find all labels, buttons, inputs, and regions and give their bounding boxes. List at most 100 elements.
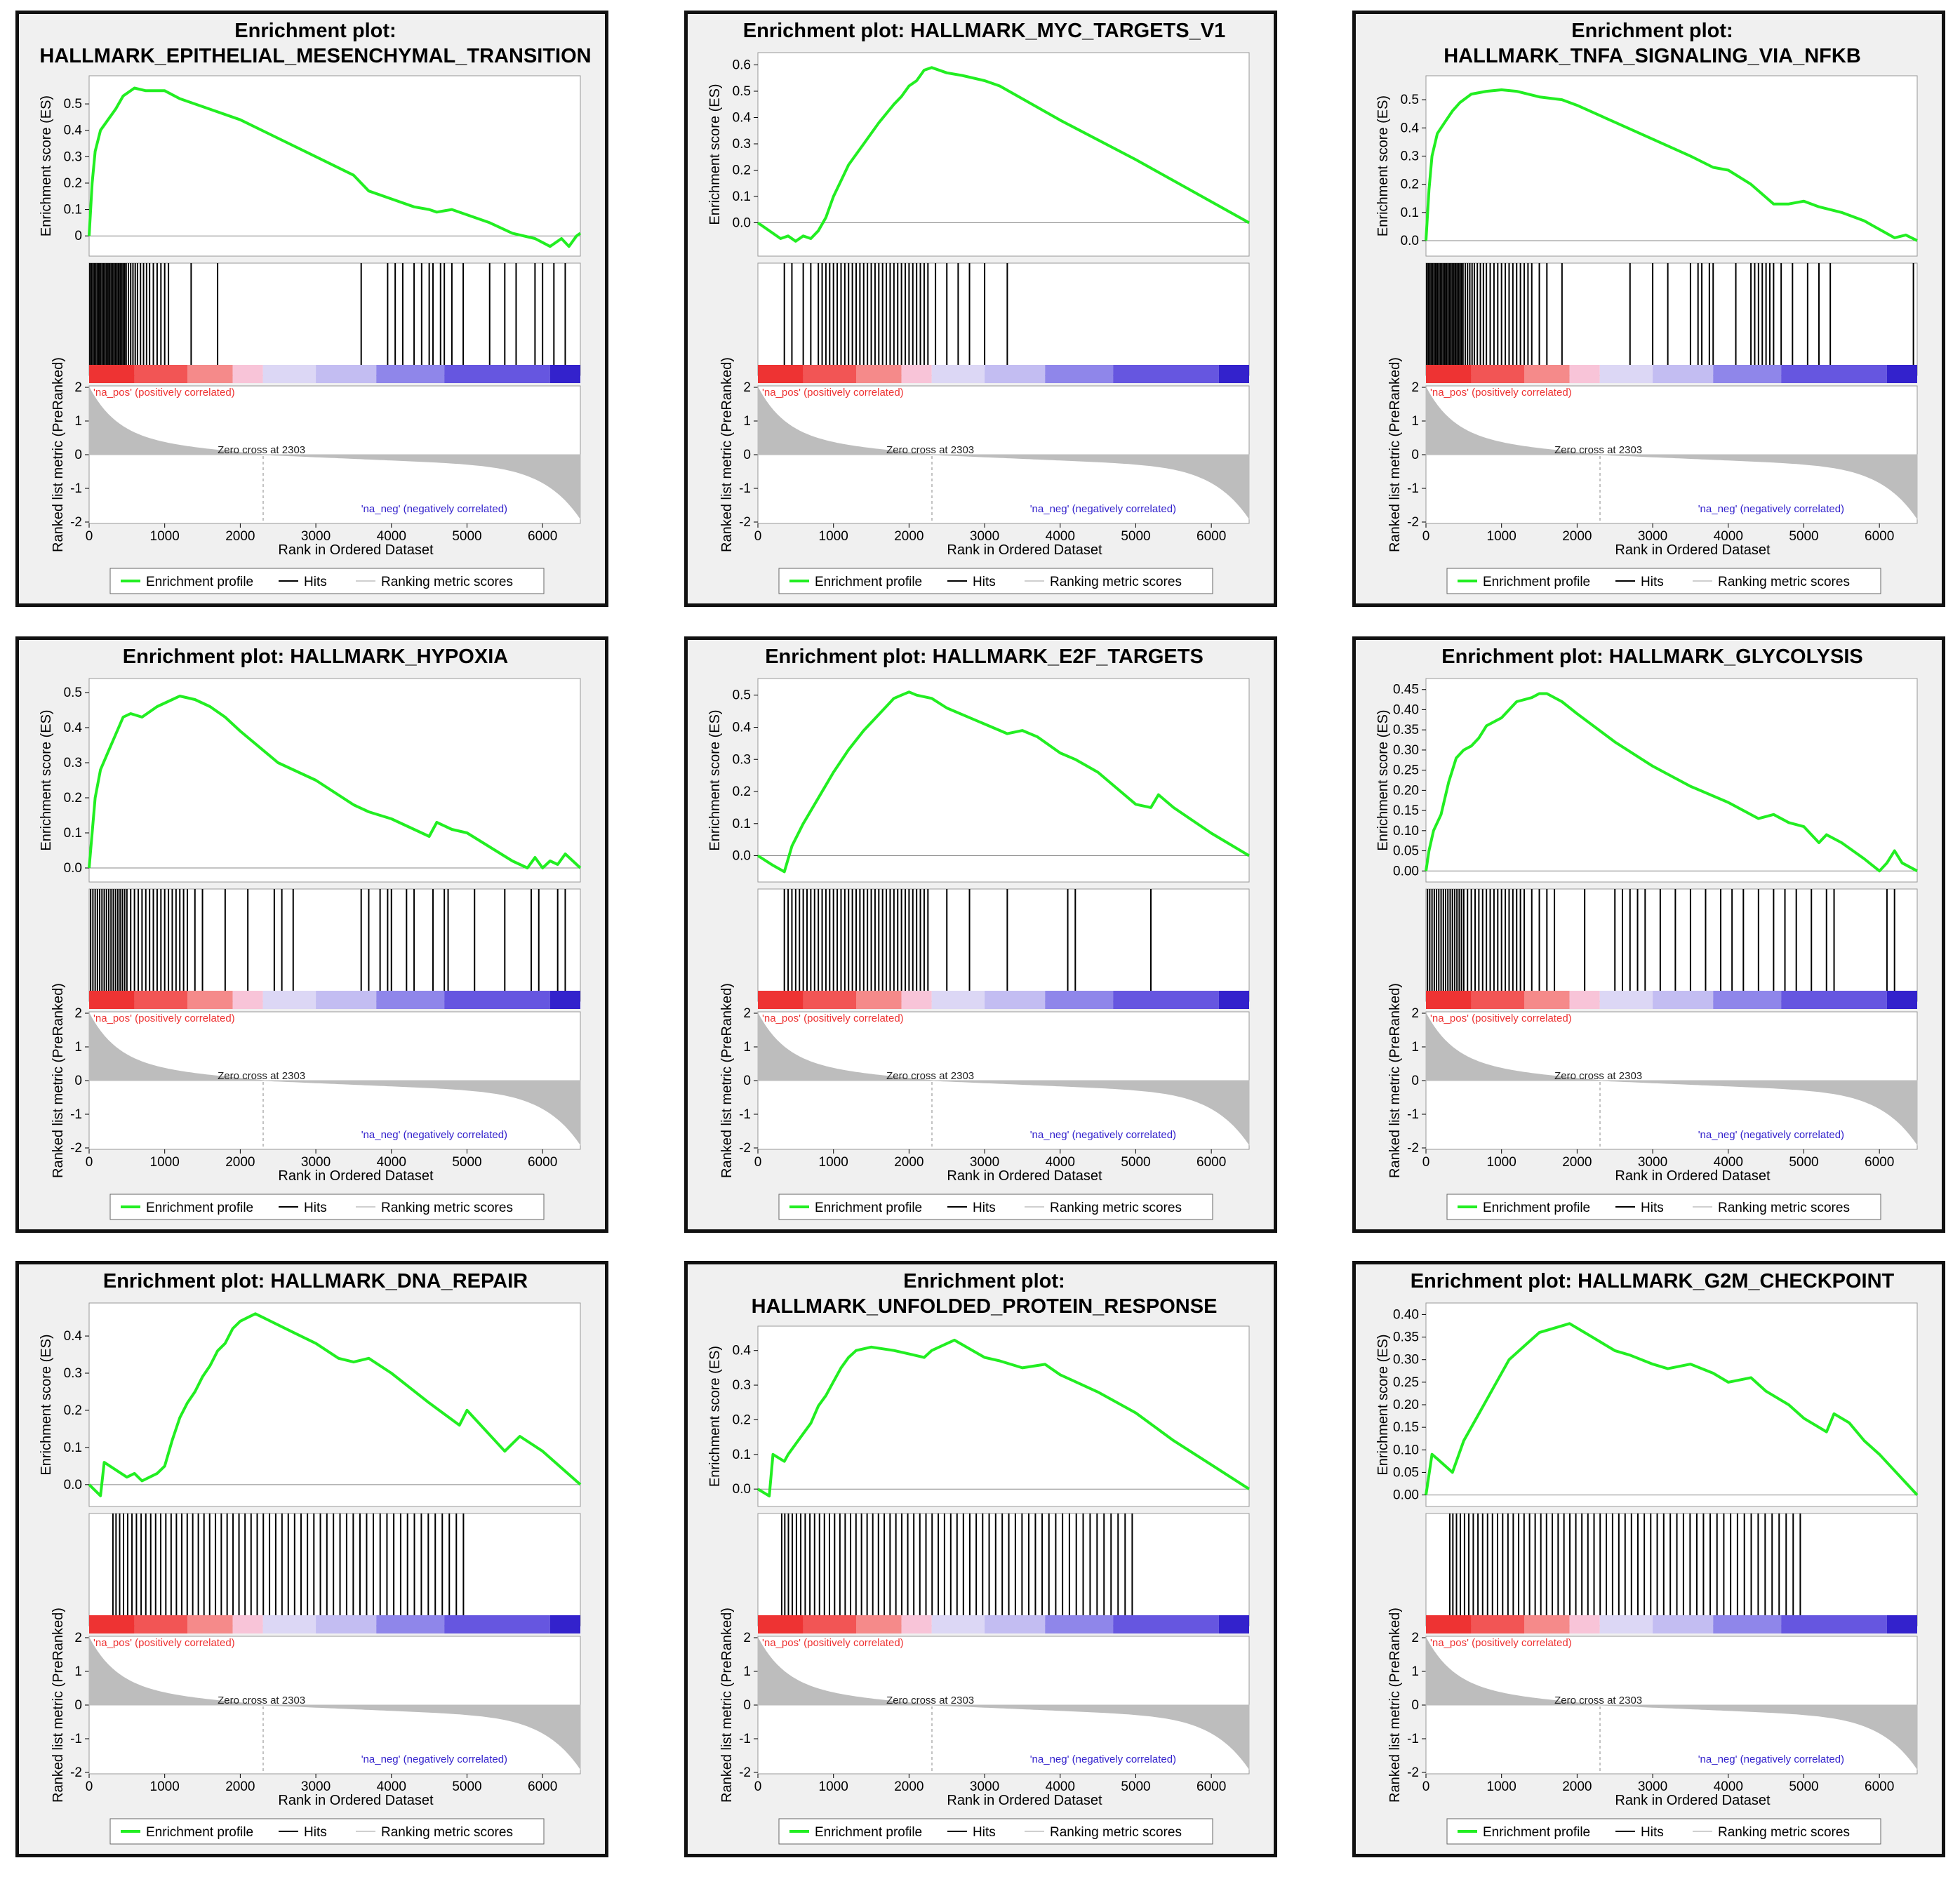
metric-tick-label: -1 xyxy=(739,1732,751,1746)
x-tick-label: 1000 xyxy=(1487,1155,1516,1170)
legend-label: Ranking metric scores xyxy=(1718,1825,1850,1840)
y-tick-label: 0.4 xyxy=(64,1329,83,1344)
y-tick-label: 0.2 xyxy=(733,784,751,799)
hits-area xyxy=(757,1513,1250,1626)
metric-tick-label: 0 xyxy=(743,1074,751,1088)
y-tick-label: 0.1 xyxy=(64,826,82,841)
enrichment-plot-panel: Enrichment plot: HALLMARK_G2M_CHECKPOINT… xyxy=(1352,1261,1945,1857)
x-tick-label: 1000 xyxy=(819,1779,848,1794)
negative-label: 'na_neg' (negatively correlated) xyxy=(1698,1753,1844,1765)
rank-color-segment xyxy=(444,991,550,1009)
x-tick-label: 3000 xyxy=(1638,1779,1667,1794)
legend-label: Ranking metric scores xyxy=(381,575,513,589)
rank-color-segment xyxy=(1471,1615,1524,1633)
y-tick-label: 0.5 xyxy=(733,688,751,703)
enrichment-profile-line xyxy=(756,690,1251,874)
rank-color-segment xyxy=(1426,365,1472,383)
es-axis-label: Enrichment score (ES) xyxy=(707,1346,723,1487)
y-tick-label: 0.25 xyxy=(1393,1375,1419,1390)
enrichment-plot-panel: Enrichment plot: HALLMARK_E2F_TARGETS 0.0… xyxy=(684,636,1277,1233)
hits-area xyxy=(1425,1513,1918,1626)
x-tick-label: 6000 xyxy=(1865,1155,1894,1170)
es-plot-area xyxy=(88,678,581,883)
x-tick-label: 2000 xyxy=(894,1779,924,1794)
rank-color-segment xyxy=(316,991,377,1009)
metric-tick-label: 1 xyxy=(1411,1664,1419,1679)
es-axis-label: Enrichment score (ES) xyxy=(39,1334,54,1475)
enrichment-plot-svg: Enrichment plot: HALLMARK_EPITHELIAL_MESE… xyxy=(39,20,592,594)
metric-tick-label: -2 xyxy=(739,1765,751,1780)
y-tick-label: 0.3 xyxy=(1401,149,1419,163)
y-tick-label: 0.3 xyxy=(64,756,82,770)
x-tick-label: 4000 xyxy=(377,1155,406,1170)
metric-tick-label: -2 xyxy=(739,1141,751,1156)
y-tick-label: 0.30 xyxy=(1393,1353,1419,1368)
x-tick-label: 1000 xyxy=(1487,529,1516,544)
rank-color-segment xyxy=(1524,365,1570,383)
hits-area xyxy=(88,262,581,376)
negative-label: 'na_neg' (negatively correlated) xyxy=(1030,503,1176,515)
x-tick-label: 5000 xyxy=(1789,529,1818,544)
legend-label: Enrichment profile xyxy=(146,1201,253,1215)
rank-color-segment xyxy=(1713,991,1782,1009)
x-tick-label: 0 xyxy=(1422,529,1430,544)
metric-tick-label: 2 xyxy=(1411,380,1419,395)
y-tick-label: 0.4 xyxy=(733,1344,752,1358)
zero-cross-label: Zero cross at 2303 xyxy=(218,1070,305,1082)
x-tick-label: 1000 xyxy=(819,1155,848,1170)
x-tick-label: 3000 xyxy=(970,529,999,544)
es-axis-label: Enrichment score (ES) xyxy=(707,83,723,225)
legend-label: Enrichment profile xyxy=(1483,1201,1590,1215)
y-tick-label: 0.5 xyxy=(1401,93,1419,107)
metric-tick-label: 0 xyxy=(1411,1698,1419,1713)
rank-color-segment xyxy=(1713,365,1782,383)
metric-tick-label: 1 xyxy=(743,1664,751,1679)
rank-color-segment xyxy=(931,365,985,383)
metric-tick-label: 0 xyxy=(74,1698,82,1713)
legend-label: Hits xyxy=(973,575,996,589)
legend-box xyxy=(109,568,545,594)
metric-tick-label: -1 xyxy=(70,1107,82,1122)
y-tick-label: 0.4 xyxy=(64,123,83,138)
y-tick-label: 0.0 xyxy=(733,216,751,231)
ranking-metric-area xyxy=(88,1012,581,1146)
enrichment-plot-panel: Enrichment plot: HALLMARK_TNFA_SIGNALING_… xyxy=(1352,11,1945,607)
y-tick-label: 0.40 xyxy=(1393,702,1419,717)
y-tick-label: 0.40 xyxy=(1393,1307,1419,1322)
metric-tick-label: 1 xyxy=(743,414,751,429)
plot-title: HALLMARK_TNFA_SIGNALING_VIA_NFKB xyxy=(1444,45,1861,67)
metric-tick-label: 0 xyxy=(1411,448,1419,462)
plot-title: HALLMARK_UNFOLDED_PROTEIN_RESPONSE xyxy=(752,1295,1218,1318)
x-tick-label: 1000 xyxy=(819,529,848,544)
rank-color-segment xyxy=(1426,1615,1472,1633)
hits-group xyxy=(1427,889,1895,991)
x-tick-label: 2000 xyxy=(894,1155,924,1170)
y-tick-label: 0.25 xyxy=(1393,763,1419,778)
enrichment-profile-line xyxy=(756,66,1250,243)
metric-axis-label: Ranked list metric (PreRanked) xyxy=(1387,1608,1403,1803)
es-axis-label: Enrichment score (ES) xyxy=(1375,95,1391,236)
x-tick-label: 2000 xyxy=(225,529,255,544)
enrichment-profile-line xyxy=(1425,692,1918,873)
hits-group xyxy=(1448,1514,1801,1615)
y-tick-label: 0.6 xyxy=(733,58,751,73)
x-tick-label: 4000 xyxy=(377,1779,406,1794)
x-tick-label: 2000 xyxy=(1562,1779,1592,1794)
y-tick-label: 0.5 xyxy=(64,97,82,112)
x-tick-label: 5000 xyxy=(1789,1155,1818,1170)
rank-color-segment xyxy=(134,1615,187,1633)
metric-tick-label: 1 xyxy=(74,1664,82,1679)
positive-label: 'na_pos' (positively correlated) xyxy=(762,387,904,399)
hits-group xyxy=(112,1514,465,1615)
positive-label: 'na_pos' (positively correlated) xyxy=(1430,1637,1572,1649)
rank-color-segment xyxy=(1599,1615,1653,1633)
enrichment-profile-line xyxy=(756,1338,1251,1498)
y-tick-label: 0.1 xyxy=(733,817,751,831)
x-tick-label: 5000 xyxy=(452,1155,481,1170)
zero-cross-label: Zero cross at 2303 xyxy=(886,1695,974,1706)
y-tick-label: 0.35 xyxy=(1393,723,1419,737)
enrichment-profile-line xyxy=(88,695,582,869)
y-tick-label: 0.20 xyxy=(1393,783,1419,798)
x-axis-label: Rank in Ordered Dataset xyxy=(278,1168,434,1184)
